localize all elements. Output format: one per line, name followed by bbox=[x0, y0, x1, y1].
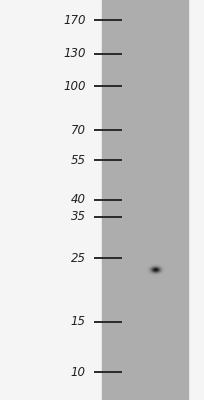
Text: 100: 100 bbox=[63, 80, 86, 93]
Bar bbox=[102, 0, 188, 400]
Text: 40: 40 bbox=[71, 194, 86, 206]
Text: 55: 55 bbox=[71, 154, 86, 167]
Text: 15: 15 bbox=[71, 315, 86, 328]
Text: 130: 130 bbox=[63, 47, 86, 60]
Text: 25: 25 bbox=[71, 252, 86, 265]
Text: 170: 170 bbox=[63, 14, 86, 27]
Text: 10: 10 bbox=[71, 366, 86, 379]
Text: 35: 35 bbox=[71, 210, 86, 223]
Text: 70: 70 bbox=[71, 124, 86, 137]
